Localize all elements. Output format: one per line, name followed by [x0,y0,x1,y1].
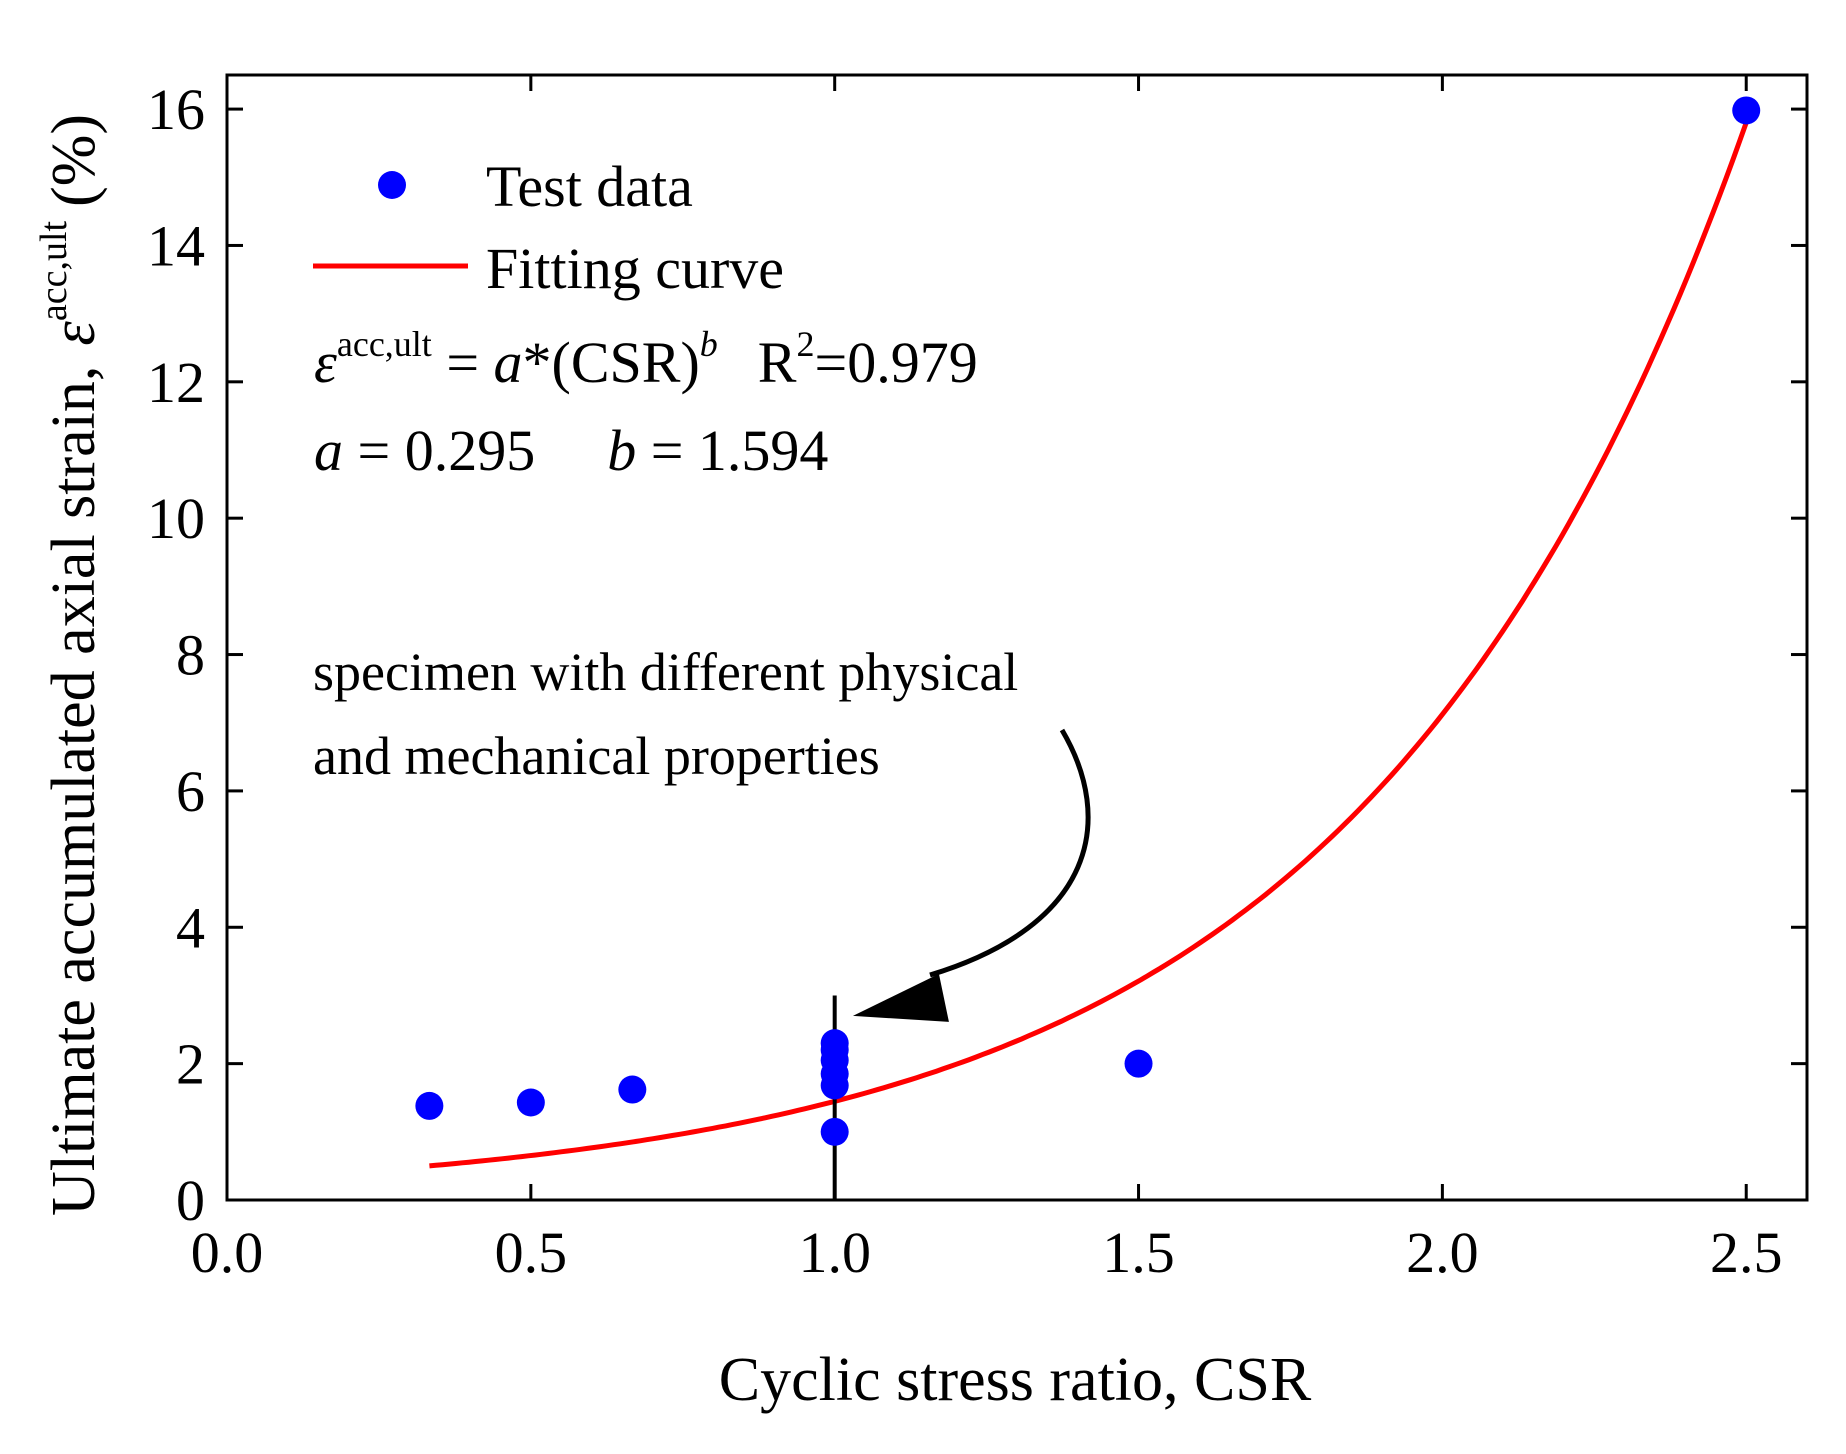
eq-csr: *(CSR) [523,330,700,395]
x-tick-label: 0.5 [495,1220,568,1285]
y-tick-label: 12 [147,350,205,415]
eq-b-exponent: b [700,324,718,364]
series-layer [415,96,1761,1200]
y-tick-label: 16 [147,77,205,142]
param-b-value: = 1.594 [636,418,828,483]
y-tick-label: 0 [176,1168,205,1233]
fit-params: a = 0.295 b = 1.594 [314,418,828,483]
test-data-point [516,1088,545,1117]
eq-equals: = [432,330,494,395]
y-tick-label: 10 [147,486,205,551]
ticks-layer: 0.0 0.5 1.0 1.5 2.0 2.5 0 2 4 6 8 10 12 14 16 [147,75,1807,1285]
legend-label-test-data: Test data [486,154,693,219]
y-axis-title-text: Ultimate accumulated axial strain, [40,366,108,1216]
test-data-point [820,1029,849,1058]
y-tick-label: 2 [176,1032,205,1097]
y-axis-title-superscript: acc,ult [33,220,75,321]
eq-epsilon-superscript: acc,ult [337,324,432,364]
y-tick-label: 6 [176,759,205,824]
fitting-curve-line [429,121,1749,1169]
test-data-point [1732,96,1761,125]
eq-a-symbol: a [494,330,523,395]
test-data-point [618,1075,647,1104]
param-b-symbol: b [607,418,636,483]
eq-r-label: R [758,330,797,395]
y-tick-label: 8 [176,623,205,688]
x-tick-label: 0.0 [191,1220,264,1285]
annotation-arrow-head [852,973,949,1022]
annotation-line-1: specimen with different physical [313,642,1018,702]
param-a-value: = 0.295 [343,418,535,483]
x-tick-label: 2.0 [1406,1220,1479,1285]
y-tick-label: 14 [147,213,205,278]
y-axis-title: Ultimate accumulated axial strain, εacc,u… [33,114,108,1216]
param-a-symbol: a [314,418,343,483]
eq-r-exponent: 2 [796,324,814,364]
legend-marker-test-data [378,171,406,199]
test-data-point [820,1117,849,1146]
fit-equation: εacc,ult = a*(CSR)b R2=0.979 [314,324,978,395]
eq-r2-value: =0.979 [814,330,977,395]
legend-label-fitting-curve: Fitting curve [486,236,784,301]
test-data-point [1124,1049,1153,1078]
x-tick-label: 1.0 [798,1220,871,1285]
x-tick-label: 2.5 [1710,1220,1783,1285]
plot-frame [225,73,1809,1202]
annotation-arrow-shaft [929,728,1091,978]
eq-epsilon: ε [314,330,337,395]
annotation-line-2: and mechanical properties [313,726,880,786]
legend: Test data Fitting curve [313,154,784,301]
y-tick-label: 4 [176,895,205,960]
x-tick-label: 1.5 [1102,1220,1175,1285]
y-axis-title-epsilon: ε [40,321,108,346]
y-axis-title-unit: (%) [40,114,108,207]
x-axis-title: Cyclic stress ratio, CSR [719,1346,1312,1414]
test-data-point [415,1091,444,1120]
